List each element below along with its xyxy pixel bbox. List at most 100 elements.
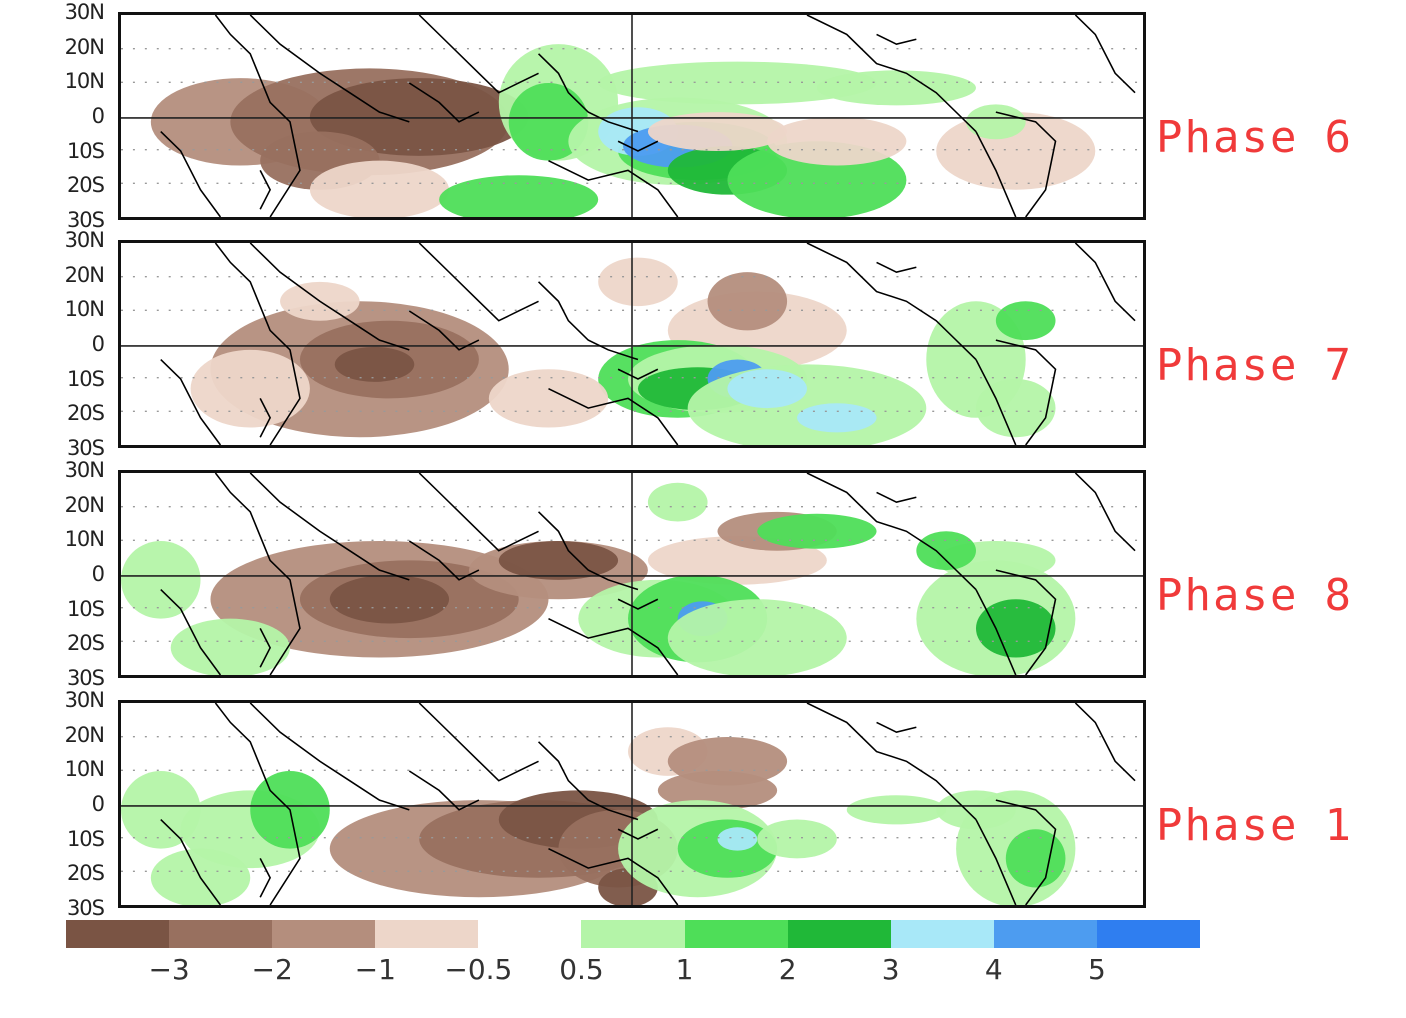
anomaly-region xyxy=(334,346,415,382)
coastline xyxy=(876,33,917,45)
coastline xyxy=(1074,703,1136,782)
coastline xyxy=(1074,243,1136,322)
y-axis-label: 20N xyxy=(64,262,105,287)
anomaly-region xyxy=(657,770,778,810)
anomaly-region xyxy=(727,369,807,409)
coastline xyxy=(995,339,1057,445)
coastline xyxy=(548,847,679,905)
coastline xyxy=(418,15,539,94)
anomaly-region xyxy=(797,403,877,433)
anomaly-region xyxy=(1005,829,1066,888)
colorbar-swatch xyxy=(478,920,582,948)
y-axis-label: 0 xyxy=(91,562,105,586)
colorbar-tick-label: −1 xyxy=(354,953,396,986)
coastline xyxy=(249,473,410,581)
coastline xyxy=(418,703,539,782)
coastline xyxy=(160,358,222,445)
coastline xyxy=(617,140,659,152)
colorbar-swatch xyxy=(993,920,1098,948)
phase-number: 7 xyxy=(1324,340,1353,391)
coastline xyxy=(548,387,679,445)
colorbar-swatch xyxy=(66,920,170,948)
map-plot xyxy=(121,243,1143,445)
coastline xyxy=(160,130,222,217)
anomaly-region xyxy=(995,301,1056,341)
y-axis-label: 10N xyxy=(64,69,105,94)
y-axis-label: 30S xyxy=(66,896,105,920)
anomaly-region xyxy=(329,574,450,624)
colorbar-swatch xyxy=(375,920,479,948)
anomaly-region xyxy=(647,482,708,522)
colorbar-swatch xyxy=(787,920,892,948)
coastline xyxy=(876,721,917,733)
colorbar-swatch xyxy=(890,920,995,948)
anomaly-region xyxy=(190,349,310,428)
coastline xyxy=(548,617,679,675)
coastline xyxy=(259,858,272,898)
y-axis-label: 30N xyxy=(64,228,105,252)
coastline xyxy=(995,111,1057,217)
y-axis-label: 10N xyxy=(64,297,105,322)
phase-label: Phase 1 xyxy=(1156,804,1353,848)
anomaly-region xyxy=(647,112,788,151)
map-plot xyxy=(121,703,1143,905)
anomaly-region xyxy=(936,790,1016,830)
map-plot xyxy=(121,473,1143,675)
coastline xyxy=(418,473,539,552)
anomaly-region xyxy=(975,599,1056,658)
coastline xyxy=(408,770,480,811)
anomaly-region xyxy=(309,78,529,156)
y-axis-label: 20N xyxy=(64,722,105,747)
anomaly-region xyxy=(598,61,877,105)
anomaly-region xyxy=(598,257,678,307)
coastline xyxy=(806,243,977,361)
map-panel xyxy=(118,700,1146,908)
colorbar xyxy=(66,920,1201,948)
y-axis-label: 30S xyxy=(66,666,105,690)
colorbar-tick-label: −0.5 xyxy=(444,953,513,986)
colorbar-swatch xyxy=(684,920,789,948)
y-axis-label: 10S xyxy=(66,596,105,621)
coastline xyxy=(975,131,1017,217)
phase-label: Phase 7 xyxy=(1156,344,1353,388)
map-panel xyxy=(118,12,1146,220)
y-axis-label: 10S xyxy=(66,826,105,851)
y-axis-label: 20S xyxy=(66,173,105,198)
y-axis-label: 20N xyxy=(64,492,105,517)
coastline xyxy=(876,261,917,273)
phase-number: 8 xyxy=(1324,570,1353,621)
anomaly-region xyxy=(121,540,201,619)
anomaly-region xyxy=(975,378,1056,438)
colorbar-swatch xyxy=(581,920,686,948)
colorbar-tick-label: 4 xyxy=(984,953,1003,986)
coastline xyxy=(249,15,410,123)
anomaly-region xyxy=(498,540,619,580)
phase-label: Phase 6 xyxy=(1156,116,1353,160)
y-axis-label: 0 xyxy=(91,792,105,816)
y-axis-label: 30N xyxy=(64,0,105,24)
y-axis-label: 10N xyxy=(64,527,105,552)
y-axis-label: 30S xyxy=(66,436,105,460)
coastline xyxy=(617,828,659,840)
coastline xyxy=(975,819,1017,905)
coastline xyxy=(249,703,410,811)
y-axis-label: 20S xyxy=(66,401,105,426)
phase-word: Phase xyxy=(1156,800,1299,851)
anomaly-region xyxy=(757,513,877,549)
coastline xyxy=(975,589,1017,675)
anomaly-region xyxy=(966,104,1026,140)
y-axis-label: 10S xyxy=(66,366,105,391)
colorbar-swatch xyxy=(169,920,273,948)
coastline xyxy=(617,368,659,380)
colorbar-swatch xyxy=(1096,920,1201,948)
colorbar-tick-label: −3 xyxy=(148,953,190,986)
y-axis-label: 30N xyxy=(64,688,105,712)
coastline xyxy=(259,398,272,438)
y-axis-label: 0 xyxy=(91,104,105,128)
anomaly-region xyxy=(170,618,290,675)
coastline xyxy=(806,703,977,821)
y-axis-label: 20S xyxy=(66,631,105,656)
anomaly-region xyxy=(488,369,609,428)
coastline xyxy=(408,310,480,351)
coastline xyxy=(537,511,639,591)
